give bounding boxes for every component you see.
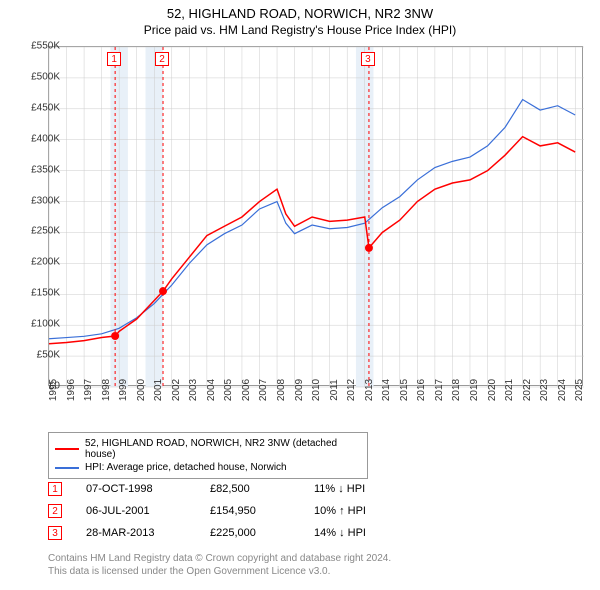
- transaction-row: 3 28-MAR-2013 £225,000 14% ↓ HPI: [48, 522, 394, 544]
- footnote-line1: Contains HM Land Registry data © Crown c…: [48, 552, 391, 565]
- marker-label: 3: [361, 52, 375, 66]
- x-tick-label: 2011: [329, 379, 340, 401]
- transaction-diff: 14% ↓ HPI: [314, 527, 394, 539]
- transaction-price: £225,000: [210, 527, 290, 539]
- transaction-row: 2 06-JUL-2001 £154,950 10% ↑ HPI: [48, 500, 394, 522]
- legend-label: HPI: Average price, detached house, Norw…: [85, 462, 287, 473]
- x-tick-label: 2000: [136, 379, 147, 401]
- transaction-row: 1 07-OCT-1998 £82,500 11% ↓ HPI: [48, 478, 394, 500]
- transaction-date: 06-JUL-2001: [86, 505, 186, 517]
- transaction-date: 07-OCT-1998: [86, 483, 186, 495]
- y-tick-label: £300K: [31, 195, 60, 206]
- plot-svg: [49, 47, 582, 385]
- x-tick-label: 2017: [434, 379, 445, 401]
- y-tick-label: £350K: [31, 164, 60, 175]
- chart-title: 52, HIGHLAND ROAD, NORWICH, NR2 3NW: [0, 0, 600, 21]
- x-tick-label: 1998: [101, 379, 112, 401]
- y-tick-label: £150K: [31, 288, 60, 299]
- x-tick-label: 2019: [469, 379, 480, 401]
- x-tick-label: 2021: [504, 379, 515, 401]
- x-tick-label: 2006: [241, 379, 252, 401]
- y-tick-label: £450K: [31, 102, 60, 113]
- legend-swatch: [55, 467, 79, 469]
- transaction-num: 2: [48, 504, 62, 518]
- footnote-line2: This data is licensed under the Open Gov…: [48, 565, 391, 578]
- x-tick-label: 2004: [206, 379, 217, 401]
- legend: 52, HIGHLAND ROAD, NORWICH, NR2 3NW (det…: [48, 432, 368, 479]
- legend-label: 52, HIGHLAND ROAD, NORWICH, NR2 3NW (det…: [85, 438, 361, 460]
- transaction-num: 3: [48, 526, 62, 540]
- x-tick-label: 2001: [153, 379, 164, 401]
- chart-area: [48, 46, 583, 386]
- transaction-num: 1: [48, 482, 62, 496]
- x-tick-label: 2018: [451, 379, 462, 401]
- x-tick-label: 2024: [557, 379, 568, 401]
- transaction-date: 28-MAR-2013: [86, 527, 186, 539]
- x-tick-label: 2016: [416, 379, 427, 401]
- x-tick-label: 2003: [188, 379, 199, 401]
- x-tick-label: 1997: [83, 379, 94, 401]
- y-tick-label: £200K: [31, 257, 60, 268]
- transactions-table: 1 07-OCT-1998 £82,500 11% ↓ HPI 2 06-JUL-2001…: [48, 478, 394, 544]
- transaction-diff: 10% ↑ HPI: [314, 505, 394, 517]
- y-tick-label: £50K: [37, 350, 60, 361]
- legend-row: HPI: Average price, detached house, Norw…: [55, 461, 361, 474]
- x-tick-label: 2008: [276, 379, 287, 401]
- marker-label: 1: [107, 52, 121, 66]
- x-tick-label: 2015: [399, 379, 410, 401]
- x-tick-label: 2010: [311, 379, 322, 401]
- x-tick-label: 2012: [346, 379, 357, 401]
- marker-dot: [111, 332, 119, 340]
- plot-background: [48, 46, 583, 386]
- x-tick-label: 2005: [223, 379, 234, 401]
- x-tick-label: 2020: [487, 379, 498, 401]
- chart-subtitle: Price paid vs. HM Land Registry's House …: [0, 21, 600, 37]
- y-tick-label: £100K: [31, 319, 60, 330]
- marker-dot: [365, 244, 373, 252]
- transaction-price: £154,950: [210, 505, 290, 517]
- legend-swatch: [55, 448, 79, 450]
- x-tick-label: 1999: [118, 379, 129, 401]
- transaction-price: £82,500: [210, 483, 290, 495]
- x-tick-label: 2022: [522, 379, 533, 401]
- x-tick-label: 2007: [258, 379, 269, 401]
- y-tick-label: £400K: [31, 133, 60, 144]
- y-tick-label: £500K: [31, 71, 60, 82]
- marker-label: 2: [155, 52, 169, 66]
- footnote: Contains HM Land Registry data © Crown c…: [48, 552, 391, 578]
- transaction-diff: 11% ↓ HPI: [314, 483, 394, 495]
- x-tick-label: 2023: [539, 379, 550, 401]
- x-tick-label: 2009: [294, 379, 305, 401]
- x-tick-label: 1995: [48, 379, 59, 401]
- x-tick-label: 2014: [381, 379, 392, 401]
- legend-row: 52, HIGHLAND ROAD, NORWICH, NR2 3NW (det…: [55, 437, 361, 461]
- y-tick-label: £250K: [31, 226, 60, 237]
- x-tick-label: 2025: [574, 379, 585, 401]
- x-tick-label: 2002: [171, 379, 182, 401]
- x-tick-label: 2013: [364, 379, 375, 401]
- x-tick-label: 1996: [66, 379, 77, 401]
- y-tick-label: £550K: [31, 41, 60, 52]
- marker-dot: [159, 287, 167, 295]
